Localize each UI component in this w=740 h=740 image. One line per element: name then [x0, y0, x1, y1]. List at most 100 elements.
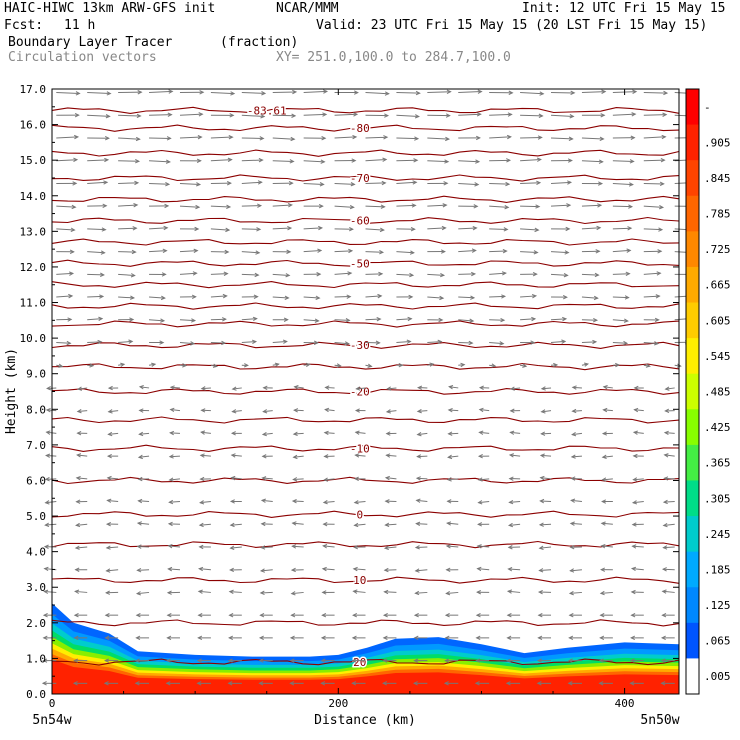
vector-shaft: [396, 137, 419, 140]
wind-vector: [292, 431, 304, 436]
wind-vector: [167, 566, 181, 572]
vector-shaft: [427, 227, 446, 230]
wind-vector: [427, 249, 446, 254]
vector-head: [476, 112, 482, 117]
wind-vector: [149, 136, 172, 141]
vector-shaft: [260, 591, 273, 594]
vector-head: [260, 521, 266, 527]
vector-shaft: [106, 569, 119, 572]
vector-shaft: [550, 340, 566, 343]
vector-shaft: [643, 114, 667, 116]
wind-vector: [42, 612, 57, 618]
vector-head: [243, 363, 249, 368]
vector-shaft: [179, 205, 200, 208]
vector-head: [227, 681, 233, 686]
vector-shaft: [664, 454, 675, 457]
isotherm-label: 20: [353, 656, 366, 669]
vector-head: [101, 227, 107, 232]
vector-shaft: [662, 590, 675, 593]
wind-vector: [612, 112, 637, 117]
wind-vector: [210, 181, 232, 186]
colorbar-label: .305: [704, 492, 731, 505]
vector-shaft: [241, 273, 259, 276]
isotherm-label: -10: [350, 442, 370, 455]
vector-shaft: [353, 590, 366, 593]
vector-shaft: [479, 409, 490, 412]
wind-vector: [385, 453, 397, 458]
wind-vector: [179, 204, 201, 210]
vector-shaft: [458, 296, 475, 299]
wind-vector: [427, 317, 444, 323]
wind-vector: [303, 89, 329, 94]
vector-shaft: [581, 91, 606, 94]
vector-head: [166, 635, 172, 641]
wind-vector: [149, 89, 174, 94]
vector-shaft: [294, 386, 304, 389]
vector-head: [563, 272, 569, 278]
colorbar-label: .725: [704, 243, 731, 256]
vector-head: [351, 158, 357, 163]
wind-vector: [601, 454, 613, 459]
vector-head: [445, 567, 451, 572]
vector-shaft: [118, 204, 138, 207]
vector-shaft: [550, 251, 569, 254]
wind-vector: [632, 430, 644, 435]
wind-vector: [169, 385, 181, 390]
wind-vector: [551, 158, 573, 163]
vector-shaft: [241, 181, 262, 184]
vector-head: [448, 385, 454, 390]
wind-vector: [383, 567, 397, 573]
vector-head: [70, 227, 76, 232]
isotherm-label: -30: [350, 339, 370, 352]
colorbar-swatch: [686, 409, 699, 446]
vector-head: [380, 204, 386, 209]
wind-vector: [166, 612, 180, 618]
wind-vector: [118, 317, 135, 322]
vector-shaft: [550, 318, 566, 321]
vector-shaft: [87, 341, 102, 343]
vector-shaft: [149, 114, 172, 116]
vector-shaft: [572, 410, 582, 412]
wind-vector: [353, 522, 366, 528]
vector-shaft: [272, 91, 296, 94]
vector-shaft: [137, 569, 150, 571]
wind-vector: [489, 294, 507, 299]
wind-vector: [303, 295, 321, 300]
vector-head: [229, 499, 235, 504]
colorbar-label: .065: [704, 635, 731, 648]
colorbar-swatch: [686, 266, 699, 304]
wind-vector: [148, 362, 157, 367]
wind-vector: [197, 589, 211, 594]
vector-shaft: [458, 182, 479, 186]
vector-head: [592, 339, 598, 345]
wind-vector: [272, 339, 288, 344]
vector-shaft: [107, 499, 119, 503]
vector-head: [413, 658, 419, 663]
vector-head: [663, 453, 669, 458]
vector-head: [664, 386, 670, 391]
isotherm-line: [51, 149, 680, 157]
vector-shaft: [581, 296, 598, 299]
vector-shaft: [272, 273, 290, 276]
wind-vector: [136, 521, 150, 526]
wind-vector: [661, 612, 675, 618]
vector-head: [166, 612, 172, 618]
vector-shaft: [643, 92, 668, 94]
wind-vector: [660, 681, 675, 686]
wind-vector: [601, 477, 613, 482]
vector-head: [501, 271, 507, 276]
isotherm-line: [51, 416, 680, 424]
vector-head: [379, 249, 385, 255]
wind-vector: [241, 203, 263, 208]
wind-vector: [291, 499, 304, 504]
vector-head: [351, 681, 357, 686]
vector-head: [167, 566, 173, 572]
wind-vector: [489, 204, 510, 210]
vector-head: [45, 430, 51, 435]
wind-vector: [351, 635, 366, 641]
wind-vector: [550, 180, 573, 185]
vector-shaft: [170, 432, 181, 434]
vector-head: [231, 386, 237, 391]
wind-vector: [386, 386, 397, 391]
wind-vector: [365, 135, 389, 140]
